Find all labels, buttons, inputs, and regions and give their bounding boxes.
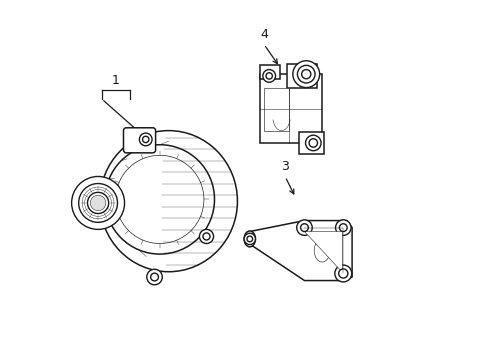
Text: 2: 2 (76, 195, 84, 208)
Circle shape (297, 66, 314, 83)
Circle shape (139, 133, 152, 146)
Circle shape (90, 195, 105, 211)
Circle shape (199, 229, 213, 243)
Circle shape (335, 220, 350, 235)
Ellipse shape (313, 239, 329, 262)
Circle shape (292, 61, 319, 87)
Polygon shape (251, 221, 351, 280)
Circle shape (308, 139, 317, 147)
Circle shape (246, 236, 252, 242)
Circle shape (82, 187, 114, 219)
Circle shape (146, 269, 162, 285)
FancyBboxPatch shape (299, 132, 323, 154)
Text: 1: 1 (112, 73, 120, 86)
Circle shape (150, 273, 158, 281)
Ellipse shape (244, 231, 255, 247)
Text: 4: 4 (260, 28, 267, 41)
FancyBboxPatch shape (260, 66, 279, 80)
Circle shape (300, 224, 308, 231)
Circle shape (142, 136, 148, 143)
Circle shape (301, 69, 310, 79)
Circle shape (263, 69, 275, 82)
FancyBboxPatch shape (260, 74, 322, 143)
Circle shape (71, 176, 124, 229)
Circle shape (305, 135, 321, 151)
Circle shape (338, 269, 347, 278)
Circle shape (105, 145, 214, 254)
Circle shape (265, 73, 272, 79)
Circle shape (203, 233, 209, 240)
Polygon shape (304, 231, 341, 272)
Text: 3: 3 (281, 160, 288, 173)
Circle shape (84, 189, 111, 216)
Circle shape (116, 155, 203, 243)
FancyBboxPatch shape (264, 88, 288, 131)
FancyBboxPatch shape (123, 128, 155, 153)
Circle shape (87, 192, 108, 213)
Circle shape (79, 184, 117, 222)
Circle shape (87, 192, 108, 213)
Circle shape (339, 224, 346, 231)
Circle shape (334, 265, 351, 282)
Circle shape (296, 220, 312, 235)
FancyBboxPatch shape (286, 64, 316, 88)
Ellipse shape (100, 131, 237, 272)
Circle shape (244, 233, 255, 244)
